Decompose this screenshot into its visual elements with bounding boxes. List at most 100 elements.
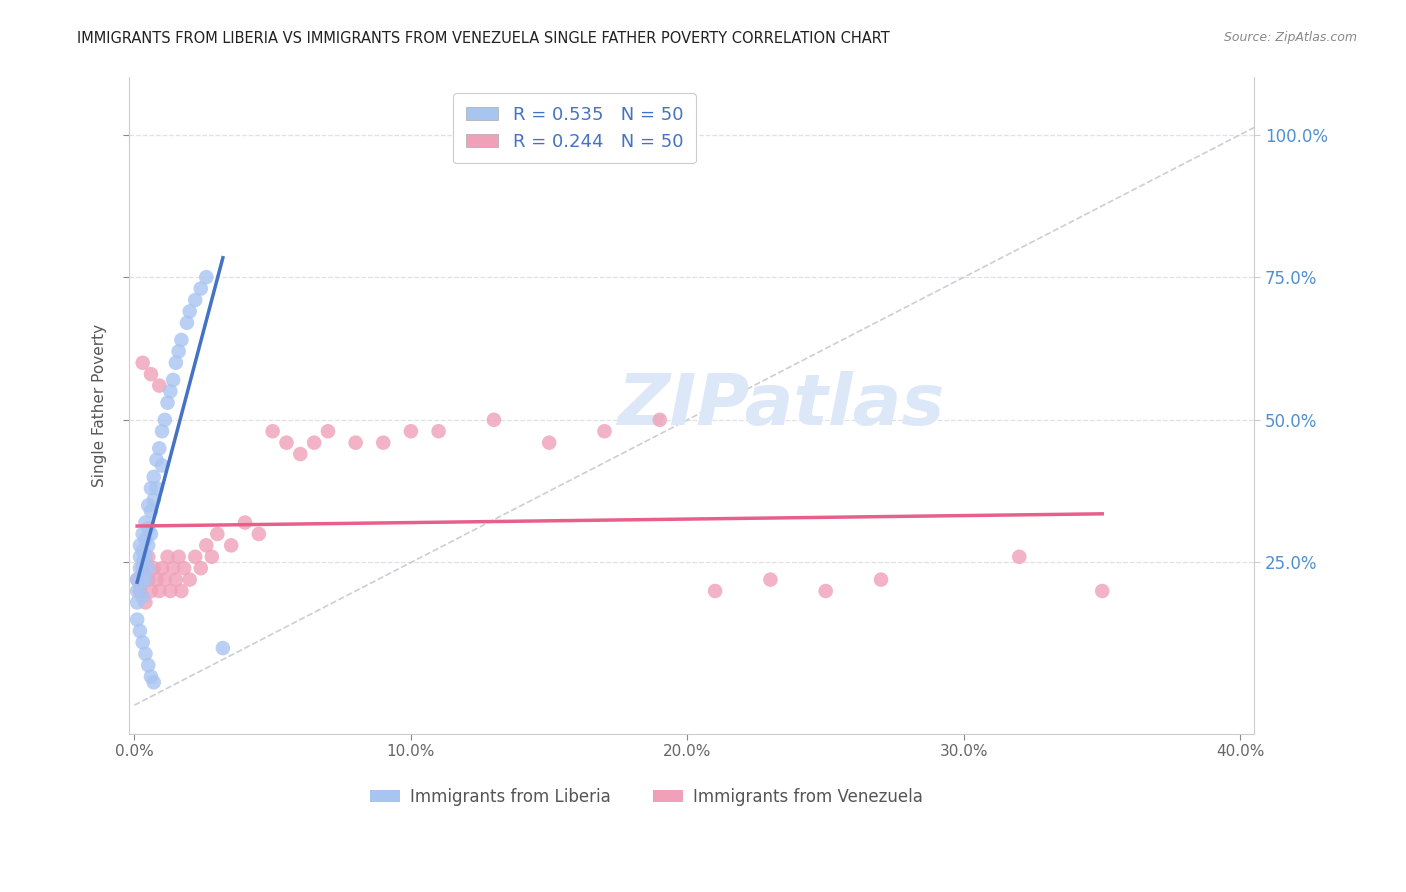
Point	[139, 670, 162, 684]
Point	[165, 573, 187, 587]
Point	[136, 561, 159, 575]
Point	[139, 481, 162, 495]
Point	[170, 333, 193, 347]
Point	[704, 584, 727, 599]
Point	[219, 538, 242, 552]
Point	[136, 521, 159, 535]
Point	[131, 635, 153, 649]
Point	[134, 516, 156, 530]
Point	[127, 573, 149, 587]
Point	[139, 527, 162, 541]
Point	[139, 584, 162, 599]
Point	[134, 549, 156, 564]
Point	[148, 442, 170, 456]
Point	[184, 549, 207, 564]
Point	[131, 590, 153, 604]
Point	[145, 481, 167, 495]
Text: IMMIGRANTS FROM LIBERIA VS IMMIGRANTS FROM VENEZUELA SINGLE FATHER POVERTY CORRE: IMMIGRANTS FROM LIBERIA VS IMMIGRANTS FR…	[77, 31, 890, 46]
Point	[184, 293, 207, 307]
Point	[247, 527, 270, 541]
Point	[129, 584, 152, 599]
Point	[134, 647, 156, 661]
Point	[148, 584, 170, 599]
Point	[136, 658, 159, 673]
Point	[134, 533, 156, 547]
Point	[302, 435, 325, 450]
Point	[373, 435, 395, 450]
Point	[150, 424, 173, 438]
Point	[129, 624, 152, 638]
Point	[167, 344, 190, 359]
Point	[814, 584, 837, 599]
Point	[127, 584, 149, 599]
Point	[127, 573, 149, 587]
Point	[290, 447, 312, 461]
Point	[127, 595, 149, 609]
Point	[131, 556, 153, 570]
Point	[136, 549, 159, 564]
Point	[136, 573, 159, 587]
Point	[190, 282, 212, 296]
Point	[262, 424, 284, 438]
Point	[129, 549, 152, 564]
Point	[195, 270, 218, 285]
Legend: Immigrants from Liberia, Immigrants from Venezuela: Immigrants from Liberia, Immigrants from…	[364, 781, 929, 813]
Point	[170, 584, 193, 599]
Point	[344, 435, 367, 450]
Point	[538, 435, 561, 450]
Point	[145, 573, 167, 587]
Point	[131, 356, 153, 370]
Point	[427, 424, 450, 438]
Point	[148, 378, 170, 392]
Point	[233, 516, 256, 530]
Point	[131, 544, 153, 558]
Point	[153, 413, 176, 427]
Point	[129, 538, 152, 552]
Point	[162, 561, 184, 575]
Point	[129, 561, 152, 575]
Point	[136, 499, 159, 513]
Point	[142, 470, 165, 484]
Point	[316, 424, 339, 438]
Point	[167, 549, 190, 564]
Point	[127, 613, 149, 627]
Point	[142, 492, 165, 507]
Point	[136, 538, 159, 552]
Point	[156, 395, 179, 409]
Point	[162, 373, 184, 387]
Text: Source: ZipAtlas.com: Source: ZipAtlas.com	[1223, 31, 1357, 45]
Point	[759, 573, 782, 587]
Point	[159, 584, 181, 599]
Point	[482, 413, 505, 427]
Point	[593, 424, 616, 438]
Point	[139, 367, 162, 381]
Point	[399, 424, 422, 438]
Point	[156, 549, 179, 564]
Point	[142, 561, 165, 575]
Point	[648, 413, 671, 427]
Point	[1008, 549, 1031, 564]
Point	[176, 316, 198, 330]
Point	[201, 549, 224, 564]
Point	[134, 573, 156, 587]
Point	[131, 561, 153, 575]
Point	[276, 435, 298, 450]
Point	[145, 452, 167, 467]
Point	[207, 527, 229, 541]
Point	[179, 573, 201, 587]
Point	[159, 384, 181, 399]
Point	[173, 561, 195, 575]
Point	[150, 561, 173, 575]
Point	[179, 304, 201, 318]
Point	[150, 458, 173, 473]
Point	[139, 504, 162, 518]
Y-axis label: Single Father Poverty: Single Father Poverty	[93, 324, 107, 487]
Point	[870, 573, 893, 587]
Point	[190, 561, 212, 575]
Point	[131, 566, 153, 581]
Point	[142, 675, 165, 690]
Point	[134, 595, 156, 609]
Point	[129, 578, 152, 592]
Point	[153, 573, 176, 587]
Point	[1091, 584, 1114, 599]
